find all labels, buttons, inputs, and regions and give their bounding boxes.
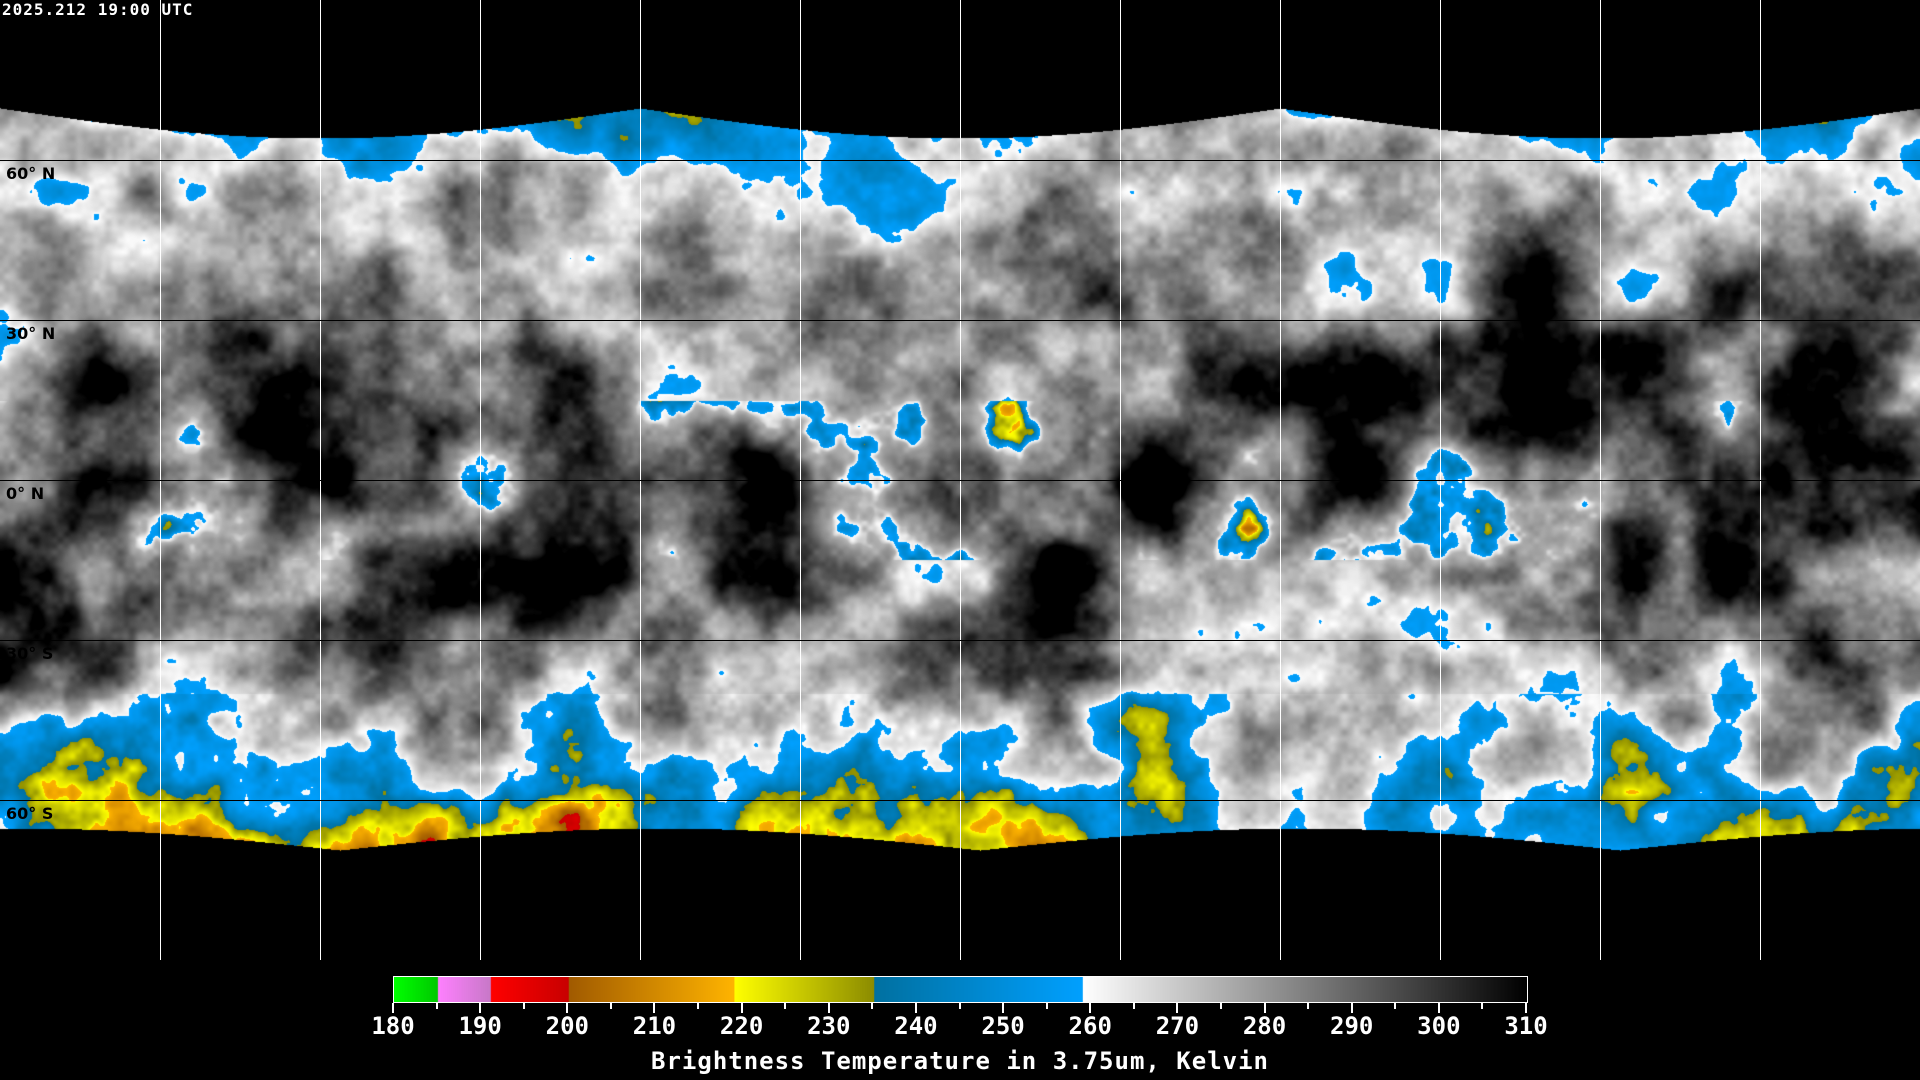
colorbar-tick [914,1003,917,1013]
latitude-label: 30° N [6,324,56,343]
colorbar-tick-label: 250 [981,1012,1025,1040]
colorbar-tick [827,1003,830,1013]
colorbar-tick-label: 220 [719,1012,764,1040]
colorbar-tick-label: 280 [1242,1012,1287,1040]
colorbar-tick-label: 200 [545,1012,589,1040]
colorbar-tick [522,1003,525,1009]
colorbar-tick [435,1003,438,1009]
colorbar-tick-label: 180 [371,1012,415,1040]
colorbar-tick-label: 290 [1330,1012,1374,1040]
colorbar-tick [609,1003,612,1009]
colorbar-tick [871,1003,874,1009]
colorbar-tick [1481,1003,1484,1009]
colorbar-tick [1263,1003,1266,1013]
colorbar-tick-label: 240 [894,1012,938,1040]
colorbar-tick [740,1003,743,1013]
colorbar-tick [392,1003,394,1013]
colorbar-tick [1089,1003,1092,1013]
colorbar-tick [653,1003,656,1013]
observation-timestamp: 2025.212 19:00 UTC [2,0,194,19]
colorbar-tick [1437,1003,1440,1013]
colorbar-tick [1350,1003,1353,1013]
colorbar-tick-label: 270 [1155,1012,1200,1040]
latitude-gridline [0,320,1920,321]
latitude-label: 0° N [6,484,45,503]
colorbar-tick [958,1003,961,1009]
colorbar-tick-label: 230 [807,1012,851,1040]
colorbar-tick [1307,1003,1310,1009]
colorbar-tick [1394,1003,1397,1009]
colorbar-tick-label: 190 [458,1012,502,1040]
colorbar-tick [566,1003,569,1013]
latitude-gridline [0,640,1920,641]
colorbar-tick [784,1003,787,1009]
colorbar-tick [1525,1003,1527,1013]
colorbar-tick-label: 310 [1504,1012,1548,1040]
colorbar-tick [1219,1003,1222,1009]
colorbar-tick [697,1003,700,1009]
colorbar-tick [1045,1003,1048,1009]
latitude-label: 60° S [6,804,54,823]
colorbar-tick [1132,1003,1135,1009]
latitude-gridline [0,160,1920,161]
colorbar-tick [1176,1003,1179,1013]
latitude-gridline [0,480,1920,481]
colorbar-tick-label: 300 [1417,1012,1461,1040]
latitude-gridline [0,800,1920,801]
colorbar-tick-label: 210 [632,1012,677,1040]
colorbar-tick-label: 260 [1068,1012,1112,1040]
colorbar-tick [1002,1003,1005,1013]
latitude-label: 60° N [6,164,56,183]
latitude-label: 30° S [6,644,54,663]
colorbar [393,976,1528,1003]
colorbar-title: Brightness Temperature in 3.75um, Kelvin [651,1047,1269,1075]
colorbar-tick [479,1003,482,1013]
